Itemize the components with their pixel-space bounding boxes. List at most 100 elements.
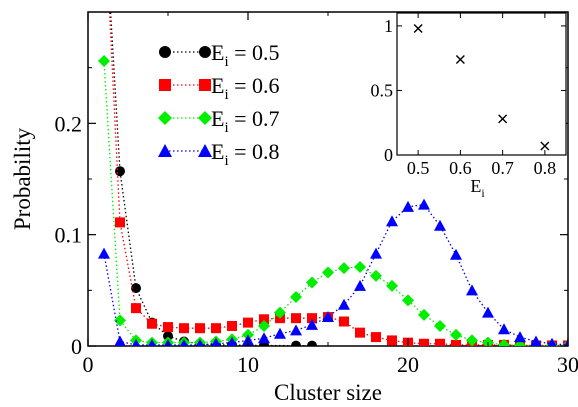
legend-label: Ei = 0.5 xyxy=(211,40,280,70)
data-point xyxy=(322,266,334,279)
data-point xyxy=(466,334,478,346)
y-tick-label: 0 xyxy=(71,334,82,359)
cross-stroke xyxy=(540,141,550,151)
data-point xyxy=(114,314,126,327)
legend-entry: Ei = 0.7 xyxy=(158,106,280,136)
data-point xyxy=(386,215,398,227)
data-point xyxy=(371,332,381,343)
data-point xyxy=(115,166,125,177)
x-tick-label: 20 xyxy=(397,352,419,377)
inset-x-axis-label: Ei xyxy=(470,176,485,200)
legend: Ei = 0.5Ei = 0.6Ei = 0.7Ei = 0.8 xyxy=(158,40,280,169)
data-point xyxy=(434,319,446,332)
data-point xyxy=(322,311,334,323)
data-point xyxy=(387,335,397,346)
inset-frame xyxy=(396,12,567,156)
data-point xyxy=(498,323,510,335)
x-tick-label: 30 xyxy=(557,352,578,377)
legend-marker xyxy=(198,111,212,125)
data-point xyxy=(98,247,110,259)
data-point xyxy=(259,314,269,325)
data-point xyxy=(482,336,494,346)
data-point xyxy=(386,279,398,292)
inset-y-tick-label: 0.5 xyxy=(371,80,394,100)
data-point xyxy=(482,306,494,318)
data-point xyxy=(306,276,318,289)
legend-entry: Ei = 0.8 xyxy=(158,139,280,169)
data-point xyxy=(450,248,462,260)
x-axis-label: Cluster size xyxy=(274,380,382,405)
data-point xyxy=(354,279,366,291)
data-point xyxy=(434,219,446,231)
data-point xyxy=(163,330,173,341)
data-point xyxy=(131,303,141,314)
data-point xyxy=(307,340,317,346)
cross-stroke xyxy=(413,23,423,33)
data-point xyxy=(180,338,188,346)
data-point xyxy=(339,316,349,327)
data-point xyxy=(148,338,156,346)
data-point xyxy=(211,323,221,334)
series-line xyxy=(103,203,568,346)
data-point xyxy=(498,338,510,346)
y-tick-label: 0.2 xyxy=(55,111,83,136)
data-point xyxy=(163,322,173,333)
data-point xyxy=(290,291,302,304)
x-tick-label: 10 xyxy=(237,352,259,377)
legend-marker xyxy=(158,111,172,125)
y-tick-label: 0.1 xyxy=(55,223,83,248)
inset-data-point xyxy=(498,114,508,124)
data-point xyxy=(291,340,301,346)
inset-chart: 0.5 0.6 0.7 0.8 0 0.5 1 Ei xyxy=(371,12,567,200)
inset-x-tick-label: 0.8 xyxy=(534,158,557,178)
data-point xyxy=(131,283,141,294)
legend-label: Ei = 0.7 xyxy=(211,106,280,136)
data-point xyxy=(370,247,382,259)
data-point xyxy=(514,331,526,343)
cross-stroke xyxy=(498,114,508,124)
data-point xyxy=(227,320,237,331)
legend-label: Ei = 0.6 xyxy=(211,73,280,103)
legend-marker xyxy=(199,79,211,91)
inset-y-tick-label: 1 xyxy=(384,16,393,36)
data-point xyxy=(338,262,350,275)
legend-marker xyxy=(198,144,212,157)
data-point xyxy=(179,323,189,334)
data-point xyxy=(274,306,286,319)
data-point xyxy=(466,284,478,296)
data-point xyxy=(564,338,568,346)
data-point xyxy=(451,339,461,346)
data-point xyxy=(547,337,557,346)
data-point xyxy=(132,338,140,346)
data-point xyxy=(450,328,462,341)
y-axis-label: Probability xyxy=(10,127,35,230)
inset-data-point xyxy=(455,54,465,64)
legend-entry: Ei = 0.5 xyxy=(159,40,280,70)
data-point xyxy=(258,319,270,332)
inset-y-tick-label: 0 xyxy=(384,145,393,165)
legend-marker xyxy=(159,46,171,58)
data-point xyxy=(355,327,365,338)
cross-stroke xyxy=(455,54,465,64)
legend-label: Ei = 0.8 xyxy=(211,139,280,169)
data-point xyxy=(338,298,350,310)
x-tick-label: 0 xyxy=(83,352,94,377)
data-point xyxy=(211,337,221,346)
inset-x-tick-label: 0.6 xyxy=(449,158,472,178)
data-point xyxy=(530,335,542,346)
data-point xyxy=(418,198,430,210)
data-point xyxy=(306,318,318,330)
data-point xyxy=(354,260,366,273)
data-point xyxy=(402,294,414,307)
legend-marker xyxy=(159,79,171,91)
data-point xyxy=(418,308,430,321)
data-point xyxy=(258,332,270,344)
data-point xyxy=(514,339,526,346)
inset-data-point xyxy=(540,141,550,151)
data-point xyxy=(435,338,445,346)
legend-marker xyxy=(199,46,211,58)
data-point xyxy=(370,269,382,282)
data-point xyxy=(147,318,157,329)
